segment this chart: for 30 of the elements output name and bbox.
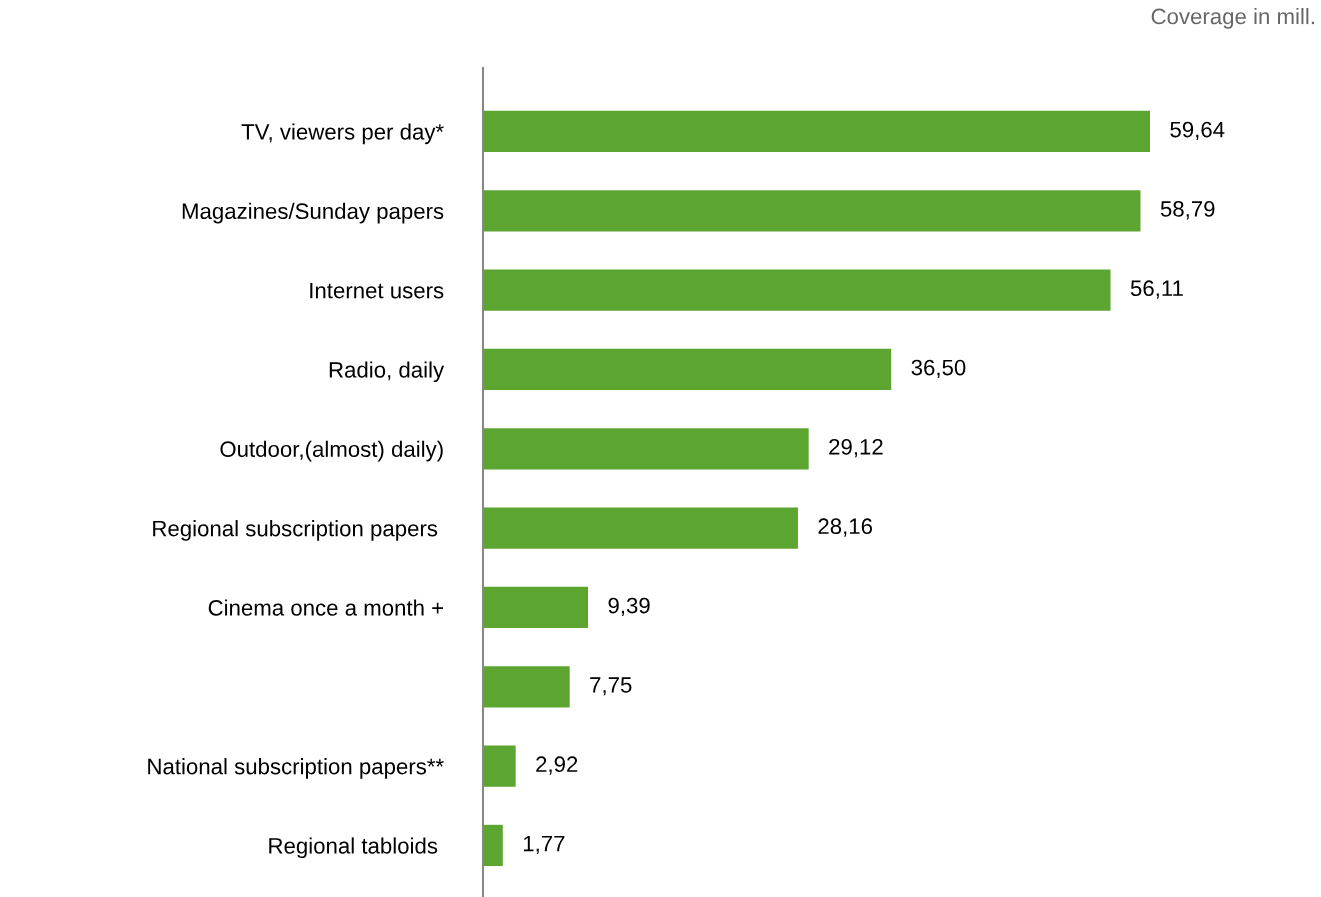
data-label: 58,79	[1160, 201, 1215, 220]
y-tick-label: Radio, daily	[329, 361, 445, 383]
bar	[483, 745, 516, 787]
bar	[483, 824, 503, 867]
bar	[483, 269, 1111, 311]
bar	[483, 586, 589, 629]
y-tick-label: Regional subscription papers	[153, 520, 438, 541]
bar	[483, 348, 892, 391]
data-label: 59,64	[1170, 121, 1225, 141]
y-tick-label: National subscription papers**	[148, 758, 444, 779]
data-label: 7,75	[590, 677, 632, 696]
bar	[483, 428, 809, 470]
data-label: 28,16	[818, 518, 873, 537]
bar	[483, 666, 570, 708]
data-label: 56,11	[1130, 280, 1183, 299]
y-tick-label: Internet users	[310, 282, 444, 299]
data-label: 29,12	[829, 439, 883, 458]
bar	[483, 190, 1141, 232]
y-tick-label: Outdoor,(almost) daily)	[220, 440, 443, 462]
data-label: 2,92	[536, 756, 578, 775]
bar	[483, 507, 798, 549]
bar	[483, 110, 1150, 153]
y-tick-label: Magazines/Sunday papers	[182, 202, 444, 224]
data-label: 1,77	[523, 835, 565, 855]
text: Coverage in mill.	[1151, 8, 1314, 29]
y-tick-label: Regional tabloids	[269, 837, 438, 859]
data-label: 36,50	[911, 359, 966, 379]
data-label: 9,39	[608, 597, 650, 617]
y-tick-label: TV, viewers per day*	[241, 123, 444, 145]
y-tick-label: Cinema once a month +	[208, 599, 444, 616]
